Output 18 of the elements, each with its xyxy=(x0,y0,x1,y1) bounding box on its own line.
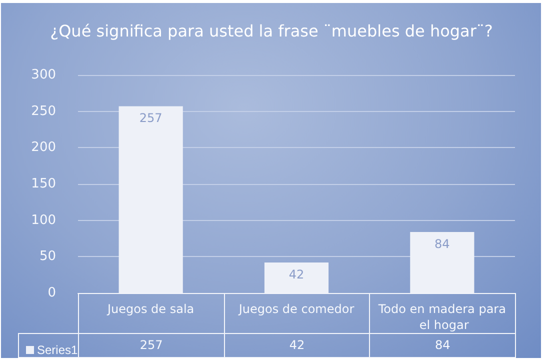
data-label: 42 xyxy=(224,333,370,358)
legend-label: Series1 xyxy=(37,343,78,357)
annotation: 84 xyxy=(434,236,450,251)
data-label: 257 xyxy=(78,333,225,358)
y-tick-label: 50 xyxy=(39,249,56,264)
annotation: 257 xyxy=(139,111,162,126)
y-tick-label: 200 xyxy=(31,140,56,156)
x-tick-label: Juegos de comedor xyxy=(238,302,354,316)
y-tick-label: 300 xyxy=(31,68,56,82)
x-tick-label: Juegos de sala xyxy=(106,302,194,316)
x-tick-label: Todo en madera para el hogar xyxy=(377,302,506,332)
y-tick-label: 0 xyxy=(48,286,56,300)
y-tick-label: 100 xyxy=(31,212,56,228)
data-label: 84 xyxy=(369,333,516,358)
annotation: 42 xyxy=(288,267,304,282)
y-tick-label: 150 xyxy=(31,176,56,192)
y-tick-label: 250 xyxy=(31,104,56,119)
chart-title: ¿Qué significa para usted la frase ¨muebles de hogar¨? xyxy=(50,22,493,40)
